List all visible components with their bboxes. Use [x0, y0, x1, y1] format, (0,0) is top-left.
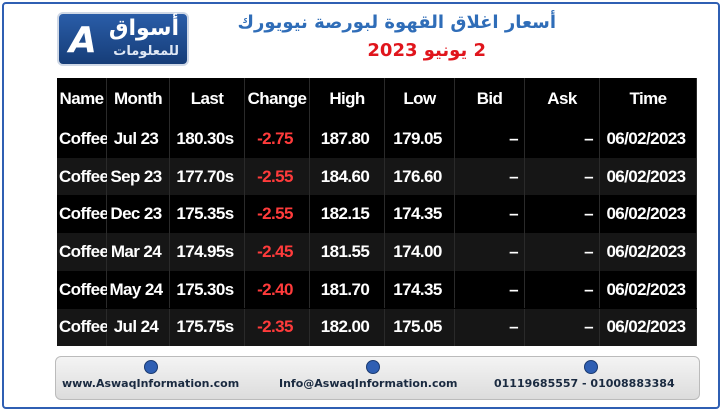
- table-cell: Jul 23: [107, 120, 170, 158]
- table-cell: –: [525, 270, 600, 309]
- table-cell: –: [525, 233, 600, 271]
- table-cell: Mar 24: [107, 233, 170, 271]
- website: www.AswaqInformation.com: [62, 377, 240, 390]
- email: Info@AswaqInformation.com: [279, 377, 458, 390]
- table-cell: 187.80: [310, 120, 385, 158]
- table-cell: Coffee: [57, 233, 109, 271]
- table-cell: –: [525, 120, 600, 158]
- table-cell: 174.35: [385, 195, 455, 234]
- web-icon: [144, 360, 158, 374]
- table-cell: 184.60: [310, 157, 385, 196]
- column-header: Last: [170, 78, 245, 120]
- table-cell: 182.15: [310, 195, 385, 234]
- table-cell: –: [455, 308, 525, 347]
- column-header: Change: [245, 78, 310, 120]
- table-cell: Sep 23: [107, 157, 170, 196]
- table-cell: 174.00: [385, 233, 455, 271]
- date: 2 يونيو 2023: [367, 40, 486, 61]
- column-header: Ask: [525, 78, 600, 120]
- table-cell: –: [455, 270, 525, 309]
- table-cell: 174.35: [385, 270, 455, 309]
- title: أسعار اغلاق القهوة لبورصة نيويورك: [237, 12, 556, 33]
- table-cell: 06/02/2023: [600, 233, 697, 271]
- table-cell: 175.35s: [170, 195, 245, 234]
- table-cell: 174.95s: [170, 233, 245, 271]
- table-cell: 180.30s: [170, 120, 245, 158]
- column-header: High: [310, 78, 385, 120]
- table-cell: -2.45: [245, 233, 310, 271]
- table-cell: -2.35: [245, 308, 310, 347]
- table-cell: 176.60: [385, 157, 455, 196]
- column-header: Time: [600, 78, 697, 120]
- table-cell: 06/02/2023: [600, 308, 697, 347]
- table-cell: 181.70: [310, 270, 385, 309]
- table-cell: 06/02/2023: [600, 157, 697, 196]
- table-cell: -2.55: [245, 157, 310, 196]
- table-cell: –: [525, 195, 600, 234]
- footer: www.AswaqInformation.com Info@AswaqInfor…: [55, 356, 700, 400]
- logo-title: أسواق: [108, 16, 179, 41]
- table-cell: 181.55: [310, 233, 385, 271]
- table-cell: 177.70s: [170, 157, 245, 196]
- logo-subtitle: للمعلومات: [113, 44, 179, 59]
- table-cell: –: [455, 120, 525, 158]
- phone-icon: [584, 360, 598, 374]
- logo: A أسواق للمعلومات: [57, 12, 189, 66]
- phones: 01119685557 - 01008883384: [494, 377, 675, 390]
- table-cell: Coffee: [57, 120, 109, 158]
- table-cell: 175.75s: [170, 308, 245, 347]
- table-cell: -2.55: [245, 195, 310, 234]
- column-header: Bid: [455, 78, 525, 120]
- table-cell: –: [525, 157, 600, 196]
- column-header: Name: [57, 78, 107, 120]
- table-cell: 182.00: [310, 308, 385, 347]
- table-cell: 06/02/2023: [600, 120, 697, 158]
- table-cell: Jul 24: [107, 308, 170, 347]
- table-cell: –: [455, 195, 525, 234]
- logo-icon: A: [69, 20, 97, 61]
- column-header: Low: [385, 78, 455, 120]
- table-cell: -2.40: [245, 270, 310, 309]
- column-header: Month: [107, 78, 170, 120]
- table-cell: May 24: [107, 270, 170, 309]
- table-cell: -2.75: [245, 120, 310, 158]
- table-cell: Coffee: [57, 195, 109, 234]
- table-cell: 175.30s: [170, 270, 245, 309]
- price-table: Name Month Last Change High Low Bid Ask Time Coff…: [57, 78, 697, 347]
- table-cell: Coffee: [57, 270, 109, 309]
- email-icon: [366, 360, 380, 374]
- table-cell: 06/02/2023: [600, 270, 697, 309]
- table-cell: Coffee: [57, 157, 109, 196]
- table-cell: –: [455, 157, 525, 196]
- table-cell: Dec 23: [107, 195, 170, 234]
- table-cell: 179.05: [385, 120, 455, 158]
- table-cell: Coffee: [57, 308, 109, 347]
- table-cell: –: [455, 233, 525, 271]
- table-cell: 175.05: [385, 308, 455, 347]
- table-cell: 06/02/2023: [600, 195, 697, 234]
- table-cell: –: [525, 308, 600, 347]
